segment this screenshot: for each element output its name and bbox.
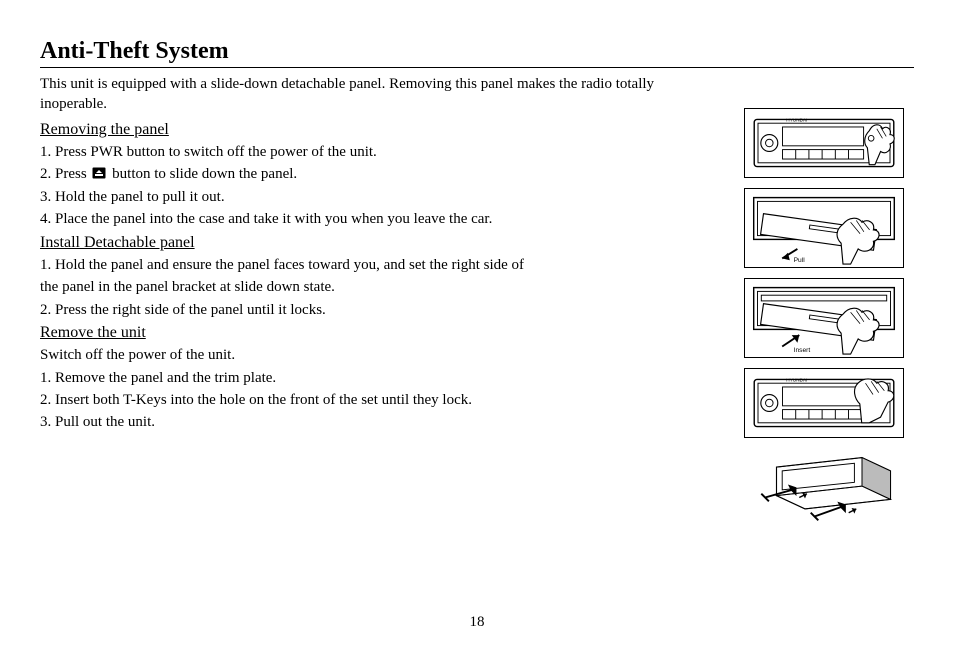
figure-tkeys <box>744 448 904 528</box>
step-text-before: Press <box>51 166 90 182</box>
install-panel-line-1: 1. Hold the panel and ensure the panel f… <box>40 255 724 275</box>
install-panel-line-2: the panel in the panel bracket at slide … <box>40 277 724 297</box>
pull-label: Pull <box>794 257 806 264</box>
figure-pull-panel: Pull <box>744 188 904 268</box>
brand-label: HYUNDAI <box>786 377 807 382</box>
text-column: This unit is equipped with a slide-down … <box>40 74 724 528</box>
figure-insert-panel: Insert <box>744 278 904 358</box>
figure-lock-panel: HYUNDAI <box>744 368 904 438</box>
figure-panel-face: HYUNDAI <box>744 108 904 178</box>
step-text: Place the panel into the case and take i… <box>51 211 492 227</box>
section-heading-remove-panel: Removing the panel <box>40 119 724 141</box>
section-heading-remove-unit: Remove the unit <box>40 322 724 344</box>
remove-unit-line-3: 2. Insert both T-Keys into the hole on t… <box>40 390 724 410</box>
step-text-after: button to slide down the panel. <box>108 166 297 182</box>
step-number: 2. <box>40 166 51 182</box>
intro-text: This unit is equipped with a slide-down … <box>40 74 724 115</box>
install-panel-line-3: 2. Press the right side of the panel unt… <box>40 300 724 320</box>
page-number: 18 <box>0 614 954 631</box>
remove-panel-step-4: 4. Place the panel into the case and tak… <box>40 209 724 229</box>
insert-label: Insert <box>794 347 811 354</box>
document-page: Anti-Theft System This unit is equipped … <box>0 0 954 649</box>
page-title: Anti-Theft System <box>40 38 914 65</box>
section-heading-install-panel: Install Detachable panel <box>40 232 724 254</box>
content-row: This unit is equipped with a slide-down … <box>40 74 914 528</box>
remove-unit-line-2: 1. Remove the panel and the trim plate. <box>40 368 724 388</box>
title-rule <box>40 67 914 68</box>
remove-unit-line-4: 3. Pull out the unit. <box>40 412 724 432</box>
remove-unit-line-1: Switch off the power of the unit. <box>40 345 724 365</box>
step-number: 1. <box>40 144 51 160</box>
step-text: Hold the panel to pull it out. <box>51 189 224 205</box>
remove-panel-step-1: 1. Press PWR button to switch off the po… <box>40 142 724 162</box>
brand-label: HYUNDAI <box>786 117 807 122</box>
figures-column: HYUNDAI <box>744 74 914 528</box>
remove-panel-step-3: 3. Hold the panel to pull it out. <box>40 187 724 207</box>
step-number: 3. <box>40 189 51 205</box>
step-number: 4. <box>40 211 51 227</box>
step-text: Press PWR button to switch off the power… <box>51 144 377 160</box>
panel-release-icon <box>92 165 106 185</box>
remove-panel-step-2: 2. Press button to slide down the panel. <box>40 164 724 185</box>
